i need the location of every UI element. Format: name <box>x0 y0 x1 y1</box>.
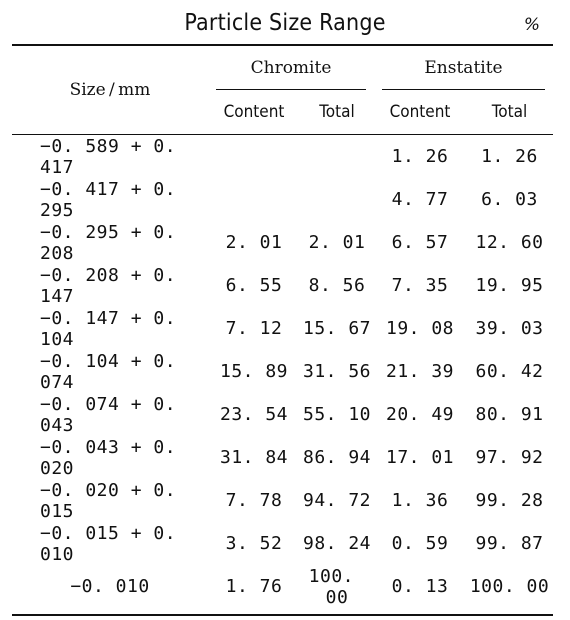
enstatite-content-cell: 20. 49 <box>385 404 455 425</box>
header-row-groups: Size / mm Chromite Enstatite <box>12 45 553 100</box>
chromite-total-cell: 8. 56 <box>308 275 366 296</box>
table-header: Size / mm Chromite Enstatite Content Tot… <box>12 45 553 135</box>
enstatite-total-cell: 100. 00 <box>469 576 550 597</box>
chromite-content-cell: 3. 52 <box>225 533 283 554</box>
chromite-total-cell <box>300 178 374 221</box>
enstatite-total-cell: 99. 28 <box>475 490 544 511</box>
column-group-chromite: Chromite <box>208 45 374 90</box>
enstatite-content-cell: 6. 57 <box>391 232 449 253</box>
enstatite-total-cell: 12. 60 <box>475 232 544 253</box>
chromite-content-cell: 6. 55 <box>225 275 283 296</box>
chromite-content-cell: 31. 84 <box>219 447 289 468</box>
header-divider <box>12 134 553 135</box>
chromite-content-cell: 15. 89 <box>219 361 289 382</box>
size-cell: −0. 074 + 0. 043 <box>40 393 188 436</box>
chromite-total-cell: 98. 24 <box>302 533 372 554</box>
enstatite-content-cell: 21. 39 <box>385 361 455 382</box>
enstatite-total-cell: 99. 87 <box>475 533 544 554</box>
size-cell: −0. 417 + 0. 295 <box>40 178 188 221</box>
table-title-bar: Particle Size Range % <box>0 6 570 42</box>
enstatite-content-cell: 7. 35 <box>391 275 449 296</box>
size-cell: −0. 010 <box>70 576 150 597</box>
chromite-total-cell: 86. 94 <box>302 447 372 468</box>
table-title: Particle Size Range <box>184 10 386 36</box>
enstatite-content-cell: 1. 26 <box>391 146 449 167</box>
chromite-total-cell: 55. 10 <box>302 404 372 425</box>
column-header-size: Size / mm <box>69 80 151 100</box>
bottom-rule <box>12 608 553 615</box>
table-footer <box>12 608 553 615</box>
size-cell: −0. 208 + 0. 147 <box>40 264 188 307</box>
table-row: −0. 074 + 0. 043 23. 54 55. 10 20. 49 80. 91 <box>12 393 553 436</box>
header-row-sub: Content Total Content Total <box>12 90 553 134</box>
size-cell: −0. 104 + 0. 074 <box>40 350 188 393</box>
enstatite-total-cell: 19. 95 <box>475 275 544 296</box>
size-cell: −0. 020 + 0. 015 <box>40 479 188 522</box>
chromite-content-cell: 7. 78 <box>225 490 283 511</box>
enstatite-content-cell: 0. 13 <box>391 576 449 597</box>
chromite-content-cell <box>208 178 300 221</box>
table-row: −0. 208 + 0. 147 6. 55 8. 56 7. 35 19. 95 <box>12 264 553 307</box>
table-row: −0. 589 + 0. 417 1. 26 1. 26 <box>12 135 553 179</box>
enstatite-content-cell: 19. 08 <box>385 318 455 339</box>
particle-size-table: Size / mm Chromite Enstatite Content Tot… <box>12 44 553 616</box>
enstatite-total-cell: 60. 42 <box>475 361 544 382</box>
chromite-total-cell: 15. 67 <box>302 318 372 339</box>
enstatite-content-cell: 17. 01 <box>385 447 455 468</box>
column-header-enstatite-content: Content <box>389 102 451 122</box>
size-cell: −0. 295 + 0. 208 <box>40 221 188 264</box>
table-row: −0. 147 + 0. 104 7. 12 15. 67 19. 08 39. 03 <box>12 307 553 350</box>
table-row: −0. 104 + 0. 074 15. 89 31. 56 21. 39 60. 42 <box>12 350 553 393</box>
chromite-total-cell: 94. 72 <box>302 490 372 511</box>
chromite-content-cell: 1. 76 <box>225 576 283 597</box>
chromite-total-cell: 100. 00 <box>308 565 366 608</box>
size-cell: −0. 147 + 0. 104 <box>40 307 188 350</box>
chromite-total-cell: 31. 56 <box>302 361 372 382</box>
enstatite-content-cell: 4. 77 <box>391 189 449 210</box>
size-cell: −0. 589 + 0. 417 <box>40 135 188 178</box>
unit-label: % <box>523 15 540 35</box>
enstatite-content-cell: 1. 36 <box>391 490 449 511</box>
chromite-content-cell: 7. 12 <box>225 318 283 339</box>
enstatite-total-cell: 80. 91 <box>475 404 544 425</box>
column-header-chromite-total: Total <box>319 102 355 122</box>
enstatite-total-cell: 39. 03 <box>475 318 544 339</box>
chromite-content-cell: 23. 54 <box>219 404 289 425</box>
chromite-total-cell: 2. 01 <box>308 232 366 253</box>
enstatite-content-cell: 0. 59 <box>391 533 449 554</box>
column-group-enstatite: Enstatite <box>374 45 553 90</box>
column-header-chromite-content: Content <box>223 102 285 122</box>
enstatite-total-cell: 6. 03 <box>481 189 538 210</box>
column-header-enstatite-total: Total <box>491 102 528 122</box>
table-row: −0. 295 + 0. 208 2. 01 2. 01 6. 57 12. 60 <box>12 221 553 264</box>
chromite-total-cell <box>300 135 374 179</box>
table-row: −0. 417 + 0. 295 4. 77 6. 03 <box>12 178 553 221</box>
size-cell: −0. 015 + 0. 010 <box>40 522 188 565</box>
enstatite-total-cell: 97. 92 <box>475 447 544 468</box>
table-body: −0. 589 + 0. 417 1. 26 1. 26 −0. 417 + 0. 2… <box>12 135 553 609</box>
table-row: −0. 020 + 0. 015 7. 78 94. 72 1. 36 99. 28 <box>12 479 553 522</box>
table-row: −0. 015 + 0. 010 3. 52 98. 24 0. 59 99. 87 <box>12 522 553 565</box>
chromite-content-cell: 2. 01 <box>225 232 283 253</box>
enstatite-total-cell: 1. 26 <box>481 146 538 167</box>
size-cell: −0. 043 + 0. 020 <box>40 436 188 479</box>
table-row: −0. 010 1. 76 100. 00 0. 13 100. 00 <box>12 565 553 608</box>
chromite-content-cell <box>208 135 300 179</box>
table-row: −0. 043 + 0. 020 31. 84 86. 94 17. 01 97. 92 <box>12 436 553 479</box>
